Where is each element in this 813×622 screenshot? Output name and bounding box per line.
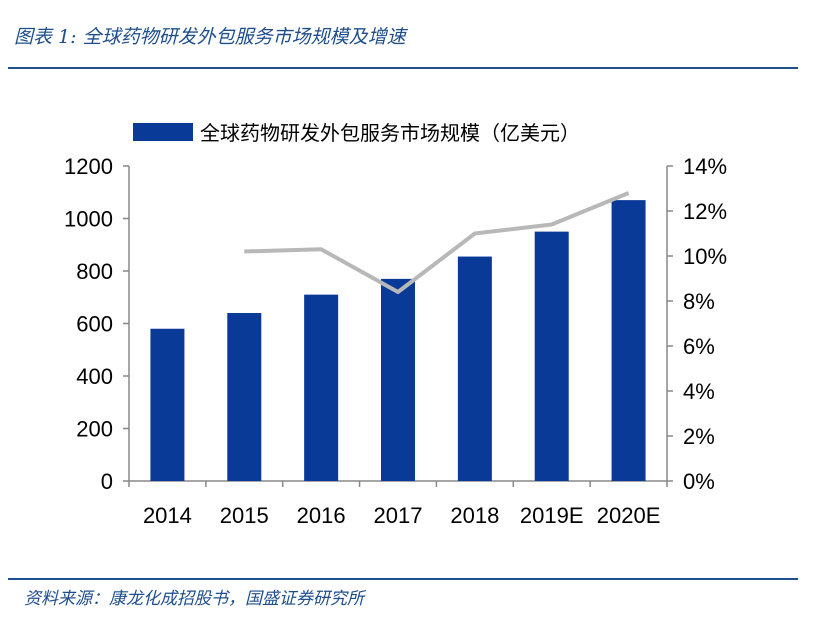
x-tick-label: 2017 — [374, 503, 423, 528]
bar — [611, 200, 646, 481]
right-tick-label: 12% — [683, 199, 727, 224]
bar — [304, 294, 339, 481]
left-tick-label: 600 — [76, 312, 113, 337]
bar — [381, 278, 415, 481]
left-tick-label: 0 — [101, 469, 113, 494]
left-tick-label: 400 — [76, 364, 113, 389]
x-tick-label: 2016 — [297, 503, 346, 528]
legend-label: 全球药物研发外包服务市场规模（亿美元） — [200, 121, 580, 145]
right-tick-label: 0% — [683, 469, 715, 494]
chart-legend: 全球药物研发外包服务市场规模（亿美元） — [133, 121, 580, 145]
left-y-axis: 0 200 400 600 800 1000 1200 — [64, 154, 130, 494]
x-axis: 2014 2015 2016 2017 2018 2019E 2020E — [128, 480, 668, 528]
left-tick-label: 800 — [76, 259, 113, 284]
right-tick-label: 10% — [683, 244, 727, 269]
bottom-divider — [8, 578, 798, 580]
left-tick-label: 1000 — [64, 207, 113, 232]
right-tick-label: 4% — [683, 379, 715, 404]
figure-title: 图表 1: 全球药物研发外包服务市场规模及增速 — [14, 26, 406, 48]
right-tick-label: 6% — [683, 334, 715, 359]
bar — [457, 256, 492, 481]
left-tick-label: 1200 — [64, 154, 113, 179]
growth-line — [244, 191, 630, 294]
source-note: 资料来源：康龙化成招股书，国盛证券研究所 — [24, 589, 364, 609]
left-tick-label: 200 — [76, 417, 113, 442]
right-tick-label: 8% — [683, 289, 715, 314]
right-tick-label: 2% — [683, 424, 715, 449]
right-y-axis: 0% 2% 4% 6% 8% 10% 12% 14% — [666, 154, 727, 494]
x-tick-label: 2018 — [450, 503, 499, 528]
bar — [227, 313, 262, 481]
x-tick-label: 2020E — [597, 503, 661, 528]
x-tick-label: 2014 — [143, 503, 192, 528]
x-tick-label: 2015 — [220, 503, 269, 528]
legend-swatch — [133, 123, 193, 141]
right-tick-label: 14% — [683, 154, 727, 179]
top-divider — [8, 67, 798, 69]
growth-line-series — [244, 191, 630, 294]
bar-series — [150, 200, 646, 481]
bar — [150, 328, 185, 481]
bar — [534, 231, 569, 481]
x-tick-label: 2019E — [520, 503, 584, 528]
